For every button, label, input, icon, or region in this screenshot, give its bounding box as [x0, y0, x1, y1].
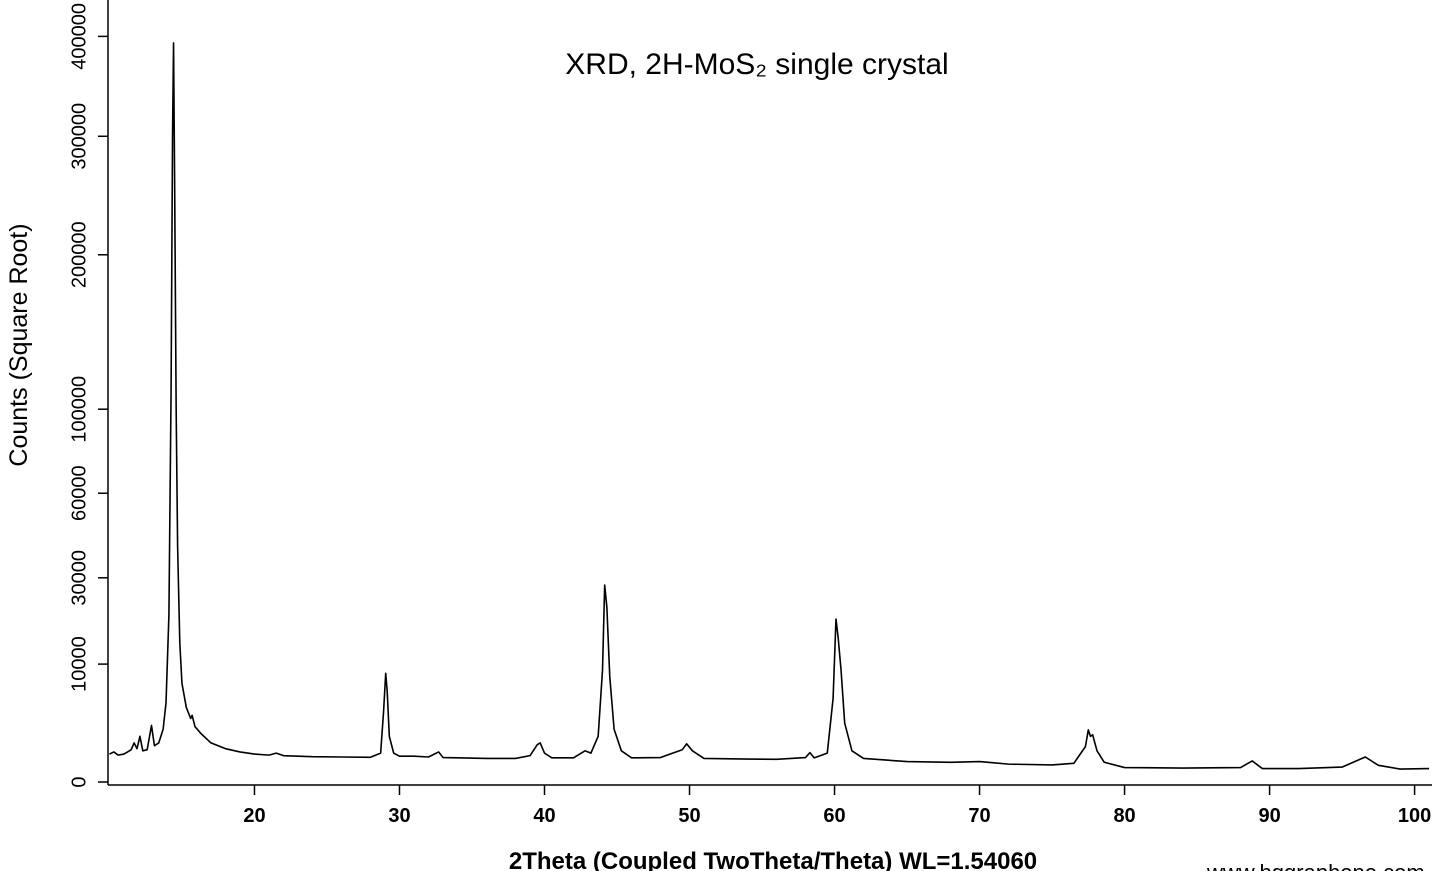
y-tick-label: 100000: [68, 376, 90, 443]
x-axis-label: 2Theta (Coupled TwoTheta/Theta) WL=1.540…: [509, 848, 1037, 871]
y-tick-label: 400000: [68, 3, 90, 70]
x-tick-label: 80: [1113, 805, 1135, 827]
x-tick-label: 60: [823, 805, 845, 827]
x-tick-label: 40: [533, 805, 555, 827]
y-axis-label: Counts (Square Root): [5, 223, 33, 466]
x-tick-label: 50: [678, 805, 700, 827]
y-tick-label: 0: [68, 776, 90, 787]
y-tick-label: 10000: [68, 636, 90, 692]
x-tick-label: 20: [243, 805, 265, 827]
x-tick-label: 30: [388, 805, 410, 827]
x-tick-label: 100: [1398, 805, 1431, 827]
chart-title: XRD, 2H-MoS₂ single crystal: [565, 48, 948, 81]
y-tick-label: 60000: [68, 465, 90, 521]
x-tick-label: 90: [1258, 805, 1280, 827]
y-tick-label: 200000: [68, 221, 90, 288]
y-tick-label: 300000: [68, 103, 90, 170]
y-tick-label: 30000: [68, 550, 90, 606]
x-tick-label: 70: [968, 805, 990, 827]
xrd-line: [109, 42, 1430, 770]
watermark: www.hqgraphene.com: [1206, 860, 1425, 871]
